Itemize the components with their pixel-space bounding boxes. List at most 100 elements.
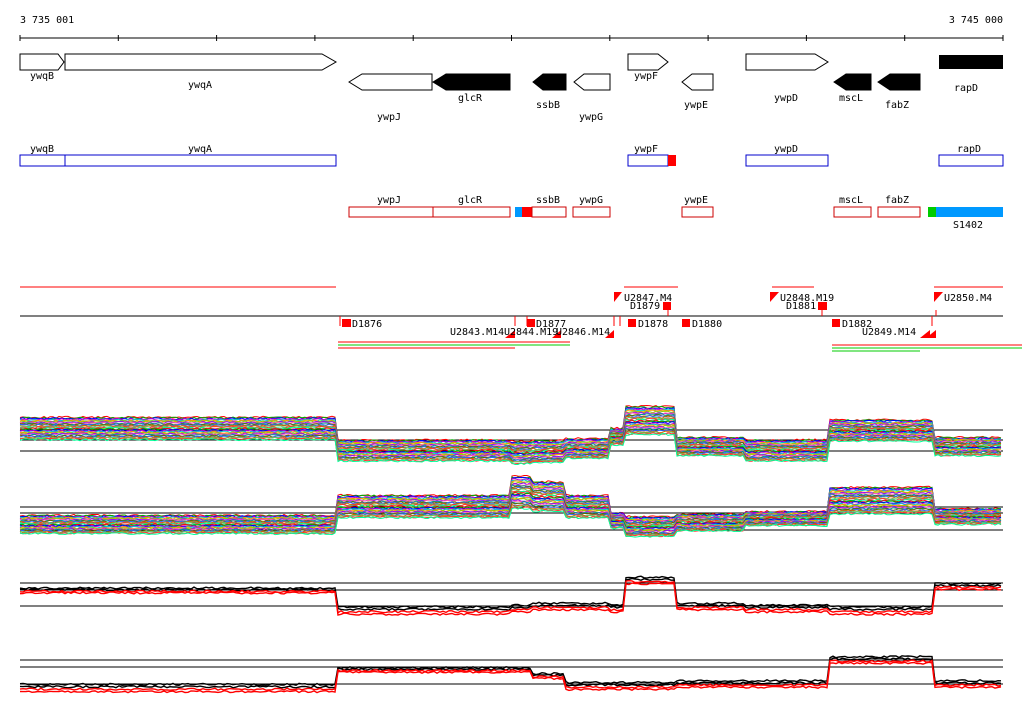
gene-arrow bbox=[532, 73, 567, 91]
expression-profile bbox=[19, 657, 1002, 689]
box-ssbB[interactable]: ssbB bbox=[515, 195, 567, 218]
expression-profile bbox=[19, 655, 1002, 687]
gene-ywpJ[interactable]: ywpJ bbox=[348, 73, 433, 123]
gene-ywqA[interactable]: ywqA bbox=[64, 53, 338, 91]
gene-fabZ[interactable]: fabZ bbox=[877, 73, 921, 111]
read-lines-right bbox=[832, 344, 1022, 352]
element-D1877[interactable]: D1877 bbox=[527, 319, 566, 330]
element-label: D1880 bbox=[692, 319, 722, 330]
element-D1881[interactable]: D1881 bbox=[786, 301, 827, 312]
gene-label: ywqA bbox=[188, 80, 212, 91]
box-glcR[interactable]: glcR bbox=[432, 195, 511, 218]
box-rapD[interactable]: rapD bbox=[938, 144, 1004, 167]
annotation-track-plus: ywqB ywqA ywpF ywpD rapD bbox=[19, 144, 1004, 167]
gene-arrow bbox=[64, 53, 338, 71]
element-label: D1882 bbox=[842, 319, 872, 330]
element-U2850.M4[interactable]: U2850.M4 bbox=[934, 292, 992, 304]
box-ywpD[interactable]: ywpD bbox=[745, 144, 829, 167]
feature-mark bbox=[522, 207, 532, 217]
box-ywpE[interactable]: ywpE bbox=[681, 195, 714, 218]
feature-box bbox=[938, 154, 1004, 167]
expression-panel bbox=[19, 575, 1003, 616]
terminator-mark-green bbox=[928, 207, 936, 217]
expression-profile bbox=[19, 507, 1002, 538]
element-D1882[interactable]: D1882 bbox=[832, 319, 872, 330]
expression-profile bbox=[19, 415, 1002, 452]
box-label: mscL bbox=[839, 195, 863, 206]
element-label: U2850.M4 bbox=[944, 293, 992, 304]
element-D1879[interactable]: D1879 bbox=[630, 301, 671, 312]
element-label: U2848.M19 bbox=[780, 293, 834, 304]
gene-ywpF[interactable]: ywpF bbox=[627, 53, 669, 82]
box-mscL[interactable]: mscL bbox=[833, 195, 872, 218]
element-mark bbox=[920, 330, 930, 338]
box-label: ywpG bbox=[579, 195, 603, 206]
expression-tracks bbox=[19, 404, 1003, 694]
gene-ssbB[interactable]: ssbB bbox=[532, 73, 567, 111]
element-label: U2846.M14 bbox=[556, 327, 610, 338]
gene-label: glcR bbox=[458, 93, 483, 104]
element-mark bbox=[628, 319, 636, 327]
box-ywqB[interactable]: ywqB bbox=[19, 144, 66, 167]
gene-ywpD[interactable]: ywpD bbox=[745, 53, 829, 104]
element-D1876[interactable]: D1876 bbox=[339, 316, 382, 330]
start-coordinate: 3 735 001 bbox=[20, 15, 74, 26]
feature-box bbox=[745, 154, 829, 167]
box-label: ywpJ bbox=[377, 195, 401, 206]
expression-profile bbox=[19, 411, 1002, 448]
gene-ywpE[interactable]: ywpE bbox=[681, 73, 714, 111]
element-mark bbox=[770, 292, 779, 302]
expression-profile bbox=[19, 579, 1002, 614]
element-mark bbox=[527, 319, 535, 327]
gene-arrow bbox=[745, 53, 829, 71]
box-label: ywpD bbox=[774, 144, 798, 155]
terminator-label: S1402 bbox=[953, 220, 983, 231]
expression-profile bbox=[19, 661, 1002, 694]
element-mark bbox=[505, 330, 515, 338]
feature-box bbox=[432, 206, 511, 218]
element-label: U2843.M14 bbox=[450, 327, 504, 338]
feature-box bbox=[833, 206, 872, 218]
box-label: fabZ bbox=[885, 195, 909, 206]
gene-arrow bbox=[877, 73, 921, 91]
box-ywpG[interactable]: ywpG bbox=[572, 195, 611, 218]
element-U2848.M19[interactable]: U2848.M19 bbox=[770, 292, 834, 304]
feature-box bbox=[64, 154, 337, 167]
gene-arrow bbox=[833, 73, 872, 91]
coordinate-ruler: 3 735 001 3 745 000 bbox=[19, 15, 1004, 41]
element-U2847.M4[interactable]: U2847.M4 bbox=[614, 292, 672, 304]
element-U2844.M19[interactable]: U2844.M19 bbox=[504, 327, 561, 338]
element-U2843.M14[interactable]: U2843.M14 bbox=[450, 327, 515, 338]
upstream-track: D1876 U2843.M14 U2844.M19 D1877 U2846.M1… bbox=[20, 286, 1022, 352]
box-label: ywqB bbox=[30, 144, 54, 155]
element-mark bbox=[663, 302, 671, 310]
gene-mscL[interactable]: mscL bbox=[833, 73, 872, 104]
element-U2846.M14[interactable]: U2846.M14 bbox=[556, 327, 614, 338]
gene-label: ywpE bbox=[684, 100, 708, 111]
gene-label: ssbB bbox=[536, 100, 560, 111]
gene-glcR[interactable]: glcR bbox=[432, 73, 511, 104]
box-ywpF[interactable]: ywpF bbox=[627, 144, 676, 167]
terminator-S1402[interactable]: S1402 bbox=[928, 207, 1003, 231]
element-label: D1878 bbox=[638, 319, 668, 330]
element-D1878[interactable]: D1878 bbox=[628, 319, 668, 330]
element-D1880[interactable]: D1880 bbox=[682, 319, 722, 330]
feature-box bbox=[681, 206, 714, 218]
gene-label: ywpG bbox=[579, 112, 603, 123]
element-U2849.M14[interactable]: U2849.M14 bbox=[862, 327, 936, 338]
gene-ywpG[interactable]: ywpG bbox=[573, 73, 611, 123]
gene-label: ywpJ bbox=[377, 112, 401, 123]
feature-box bbox=[19, 154, 66, 167]
feature-mark bbox=[668, 155, 676, 166]
feature-box bbox=[531, 206, 567, 218]
box-ywpJ[interactable]: ywpJ bbox=[348, 195, 434, 218]
element-label: U2849.M14 bbox=[862, 327, 916, 338]
expression-profile bbox=[19, 433, 1002, 465]
gene-label: ywpD bbox=[774, 93, 798, 104]
gene-rapD[interactable]: rapD bbox=[939, 55, 1003, 94]
element-label: D1876 bbox=[352, 319, 382, 330]
gene-ywqB[interactable]: ywqB bbox=[19, 53, 65, 82]
box-ywqA[interactable]: ywqA bbox=[64, 144, 337, 167]
box-fabZ[interactable]: fabZ bbox=[877, 195, 921, 218]
